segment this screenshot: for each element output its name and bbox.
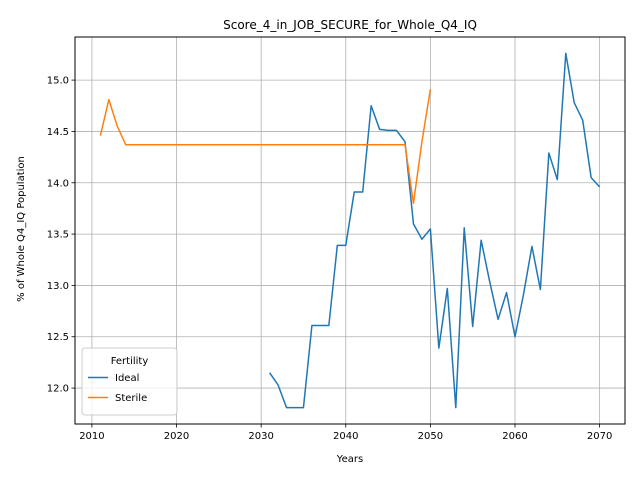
legend-title: Fertility bbox=[111, 356, 149, 367]
plot-frame bbox=[74, 36, 626, 425]
series-line-ideal bbox=[269, 52, 601, 409]
y-axis-label: % of Whole Q4_IQ Population bbox=[16, 156, 27, 302]
legend-label-sterile: Sterile bbox=[115, 393, 147, 404]
series-lines bbox=[99, 52, 601, 409]
y-tick-label: 14.5 bbox=[47, 127, 69, 138]
series-line-sterile bbox=[99, 89, 432, 205]
y-tick-label: 14.0 bbox=[47, 178, 69, 189]
legend-label-ideal: Ideal bbox=[115, 373, 139, 384]
axis-ticks: 2010 2020 2030 2040 2050 2060 2070 12.0 12.5 13.0… bbox=[47, 76, 613, 442]
x-tick-label: 2070 bbox=[587, 431, 612, 442]
x-tick-label: 2010 bbox=[79, 431, 104, 442]
x-tick-label: 2040 bbox=[333, 431, 358, 442]
x-axis-label: Years bbox=[336, 454, 363, 465]
x-tick-label: 2050 bbox=[418, 431, 443, 442]
x-tick-label: 2030 bbox=[248, 431, 273, 442]
y-tick-label: 13.5 bbox=[47, 230, 69, 241]
y-tick-label: 15.0 bbox=[47, 76, 69, 87]
x-tick-label: 2020 bbox=[164, 431, 189, 442]
y-tick-label: 12.5 bbox=[47, 332, 69, 343]
chart-title: Score_4_in_JOB_SECURE_for_Whole_Q4_IQ bbox=[223, 18, 477, 32]
legend: Fertility Ideal Sterile bbox=[81, 347, 178, 416]
y-tick-label: 12.0 bbox=[47, 384, 69, 395]
y-tick-label: 13.0 bbox=[47, 281, 69, 292]
x-tick-label: 2060 bbox=[502, 431, 527, 442]
